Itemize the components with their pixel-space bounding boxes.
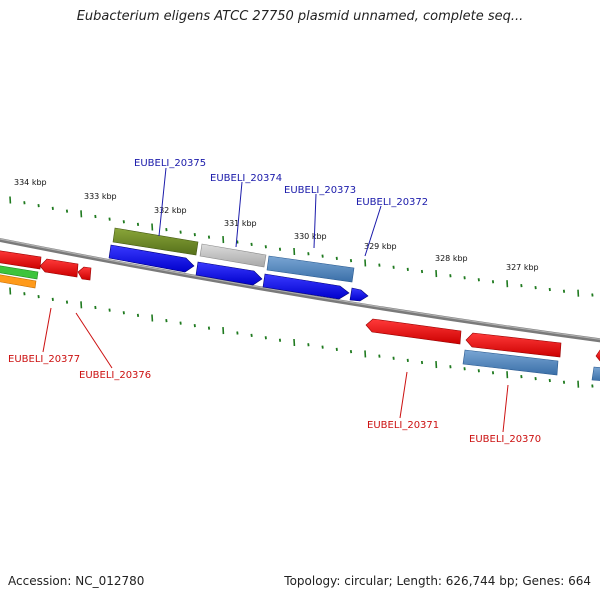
tick-label: 327 kbp <box>506 263 539 272</box>
gene-arrow-reverse[interactable] <box>465 332 562 358</box>
tick-label: 329 kbp <box>364 242 397 251</box>
gene-arrow-forward[interactable] <box>108 244 195 273</box>
gene-label[interactable]: EUBELI_20376 <box>79 370 151 381</box>
gene-orange-edge[interactable] <box>0 274 37 289</box>
reverse-gene-row <box>39 258 600 381</box>
gene-steel[interactable] <box>266 255 355 283</box>
outer-gene-row <box>0 227 355 289</box>
gene-red-reverse-edge[interactable] <box>595 349 600 362</box>
gene-steel-reverse-edge[interactable] <box>591 366 600 381</box>
forward-gene-row <box>108 244 369 302</box>
gene-olive[interactable] <box>112 227 199 256</box>
tick-label: 328 kbp <box>435 254 468 263</box>
forward-leader-lines <box>158 167 382 257</box>
topology-summary: Topology: circular; Length: 626,744 bp; … <box>284 574 591 588</box>
gene-arrow-forward[interactable] <box>262 273 350 300</box>
inner-tick-track <box>9 287 594 388</box>
plasmid-backbone <box>0 237 600 343</box>
tick-label: 333 kbp <box>84 192 117 201</box>
gene-arrow-forward[interactable] <box>195 261 263 286</box>
gene-steel-reverse[interactable] <box>462 349 559 376</box>
outer-tick-track <box>9 196 594 297</box>
gene-arrow-reverse[interactable] <box>365 318 462 345</box>
tick-label: 332 kbp <box>154 206 187 215</box>
reverse-leader-lines <box>42 307 509 433</box>
gene-arrow-reverse[interactable] <box>39 258 79 278</box>
gene-red-edge[interactable] <box>0 250 42 270</box>
gene-gray[interactable] <box>199 243 267 268</box>
gene-label[interactable]: EUBELI_20371 <box>367 420 439 431</box>
accession-text: Accession: NC_012780 <box>8 574 145 588</box>
gene-label[interactable]: EUBELI_20370 <box>469 434 541 445</box>
gene-green-edge[interactable] <box>0 265 39 280</box>
tick-label: 331 kbp <box>224 219 257 228</box>
gene-label[interactable]: EUBELI_20375 <box>134 158 206 169</box>
gene-label[interactable]: EUBELI_20374 <box>210 173 282 184</box>
gene-label[interactable]: EUBELI_20373 <box>284 185 356 196</box>
gene-label[interactable]: EUBELI_20372 <box>356 197 428 208</box>
gene-arrow-forward[interactable] <box>349 287 369 302</box>
gene-label[interactable]: EUBELI_20377 <box>8 354 80 365</box>
gene-arrow-reverse[interactable] <box>77 266 92 281</box>
tick-label: 334 kbp <box>14 178 47 187</box>
tick-label: 330 kbp <box>294 232 327 241</box>
map-title: Eubacterium eligens ATCC 27750 plasmid u… <box>76 9 524 24</box>
